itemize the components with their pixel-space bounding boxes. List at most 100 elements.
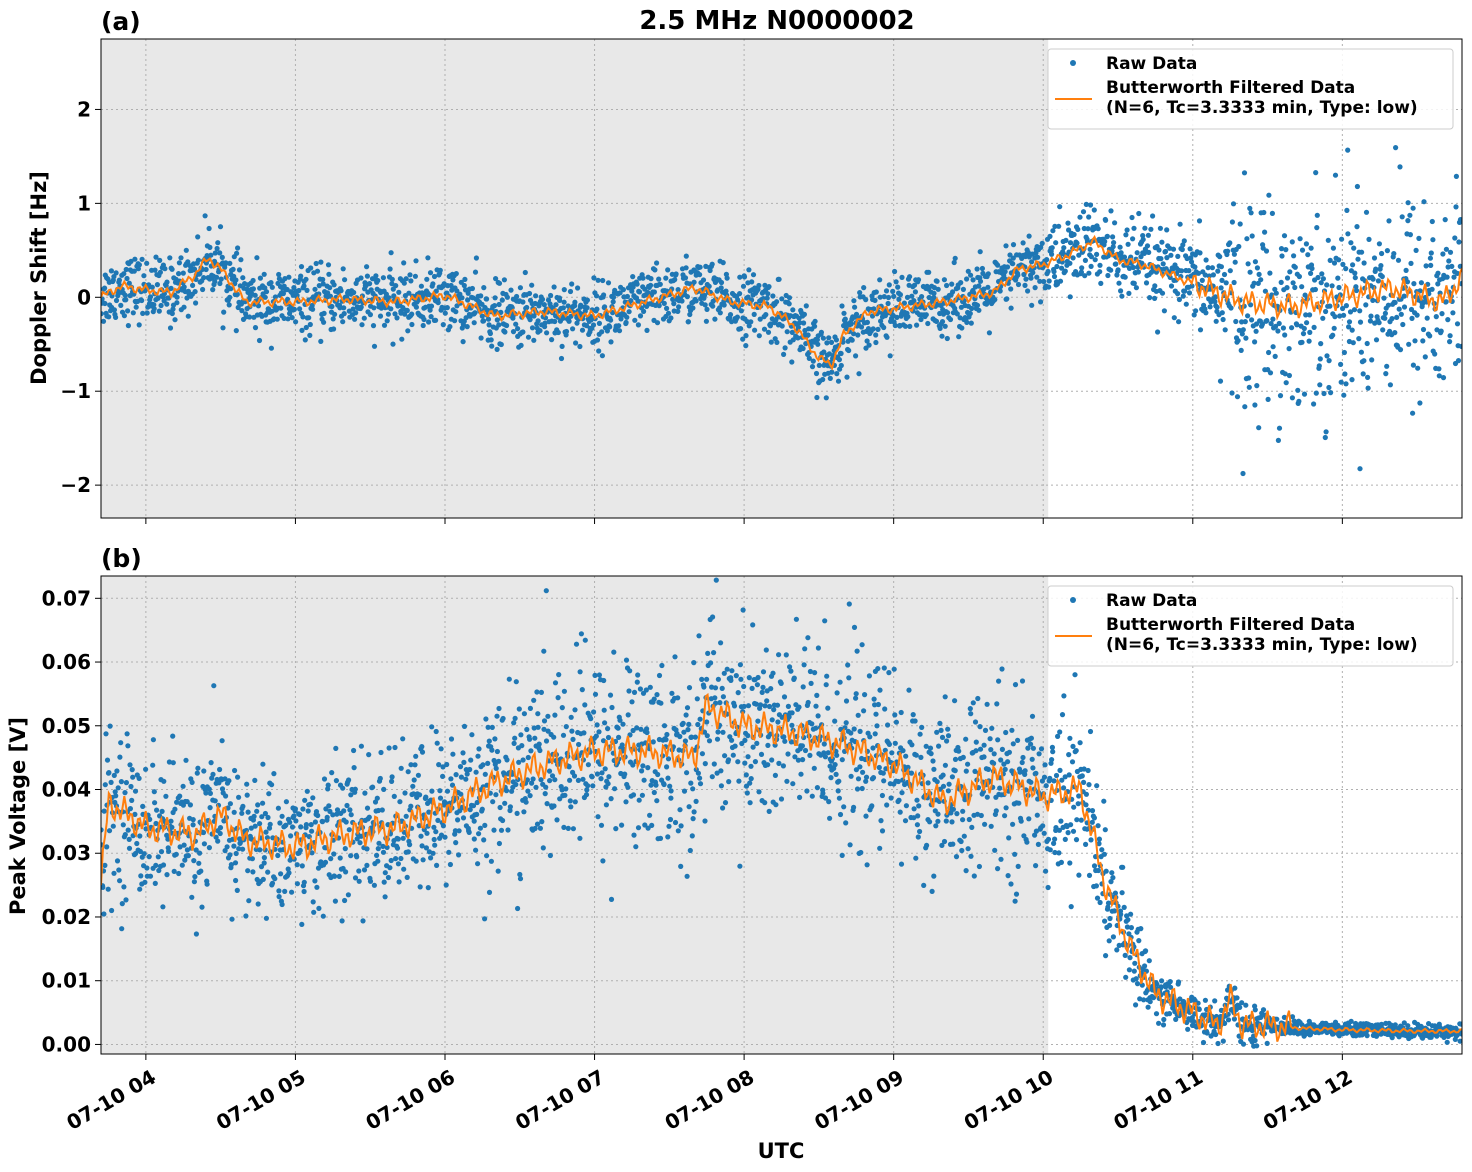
raw-point bbox=[1443, 246, 1449, 252]
raw-point bbox=[388, 306, 394, 312]
raw-point bbox=[471, 836, 477, 842]
raw-point bbox=[214, 274, 220, 280]
raw-point bbox=[233, 877, 239, 884]
raw-point bbox=[608, 339, 614, 345]
raw-point bbox=[1127, 955, 1133, 961]
raw-point bbox=[690, 786, 696, 792]
raw-point bbox=[576, 741, 582, 748]
panel-a-label: (a) bbox=[101, 7, 141, 36]
raw-point bbox=[1043, 783, 1049, 789]
raw-point bbox=[444, 305, 450, 311]
raw-point bbox=[867, 734, 873, 740]
raw-point bbox=[1081, 766, 1087, 772]
raw-point bbox=[1438, 328, 1444, 334]
raw-point bbox=[227, 852, 233, 858]
raw-point bbox=[462, 276, 468, 282]
raw-point bbox=[269, 284, 275, 290]
raw-point bbox=[1420, 338, 1426, 344]
raw-point bbox=[774, 339, 780, 345]
raw-point bbox=[224, 844, 230, 850]
raw-point bbox=[1067, 260, 1073, 266]
raw-point bbox=[113, 314, 119, 320]
raw-point bbox=[180, 270, 186, 276]
raw-point bbox=[322, 859, 329, 866]
raw-point bbox=[1087, 246, 1093, 252]
raw-point bbox=[144, 865, 150, 871]
raw-point bbox=[675, 308, 681, 314]
raw-point bbox=[1110, 244, 1116, 250]
shaded-region bbox=[101, 576, 1049, 1054]
raw-point bbox=[827, 815, 833, 821]
raw-point bbox=[1234, 394, 1241, 400]
raw-point bbox=[914, 322, 920, 328]
raw-point bbox=[541, 726, 547, 732]
raw-point bbox=[491, 757, 497, 764]
raw-point bbox=[245, 868, 251, 874]
raw-point bbox=[151, 789, 157, 795]
raw-point bbox=[737, 662, 744, 668]
raw-point bbox=[1189, 283, 1195, 289]
raw-point bbox=[252, 777, 258, 784]
raw-point bbox=[409, 321, 415, 328]
raw-point bbox=[1252, 1007, 1258, 1013]
raw-point bbox=[310, 899, 316, 905]
raw-point bbox=[384, 844, 390, 851]
raw-point bbox=[600, 277, 606, 284]
raw-point bbox=[1203, 310, 1209, 316]
raw-point bbox=[1242, 319, 1248, 325]
raw-point bbox=[949, 819, 955, 825]
raw-point bbox=[827, 375, 833, 381]
raw-point bbox=[492, 295, 498, 301]
raw-point bbox=[899, 790, 905, 796]
raw-point bbox=[1233, 318, 1239, 325]
raw-point bbox=[223, 793, 229, 799]
raw-point bbox=[513, 781, 519, 788]
raw-point bbox=[1105, 272, 1111, 279]
raw-point bbox=[1254, 1043, 1260, 1049]
raw-point bbox=[494, 317, 500, 323]
raw-point bbox=[1110, 934, 1116, 940]
raw-point bbox=[1373, 337, 1380, 343]
raw-point bbox=[472, 269, 479, 275]
raw-point bbox=[808, 680, 814, 687]
raw-point bbox=[584, 297, 591, 303]
raw-point bbox=[1022, 768, 1028, 774]
raw-point bbox=[1360, 371, 1366, 377]
raw-point bbox=[1197, 327, 1204, 333]
raw-point bbox=[102, 862, 108, 869]
raw-point bbox=[1371, 255, 1378, 261]
raw-point bbox=[874, 723, 880, 729]
raw-point bbox=[802, 747, 809, 754]
raw-point bbox=[552, 712, 558, 718]
raw-point bbox=[1146, 958, 1152, 964]
raw-point bbox=[189, 894, 195, 900]
raw-point bbox=[147, 294, 154, 300]
raw-point bbox=[1133, 285, 1139, 291]
raw-point bbox=[113, 270, 119, 276]
raw-point bbox=[266, 791, 272, 797]
panel-b-ylabel: Peak Voltage [V] bbox=[6, 717, 30, 915]
raw-point bbox=[958, 838, 964, 845]
raw-point bbox=[102, 782, 108, 788]
raw-point bbox=[1057, 767, 1063, 774]
raw-point bbox=[596, 320, 603, 326]
raw-point bbox=[960, 754, 966, 761]
raw-point bbox=[521, 809, 527, 815]
raw-point bbox=[790, 307, 796, 313]
raw-point bbox=[1307, 312, 1313, 318]
raw-point bbox=[210, 287, 216, 293]
raw-point bbox=[741, 274, 748, 280]
raw-point bbox=[504, 757, 510, 763]
raw-point bbox=[1375, 278, 1381, 284]
raw-point bbox=[1032, 832, 1038, 838]
raw-point bbox=[458, 774, 464, 780]
raw-point bbox=[1045, 884, 1051, 891]
raw-point bbox=[857, 290, 863, 296]
raw-point bbox=[485, 316, 492, 322]
raw-point bbox=[192, 874, 198, 880]
raw-point bbox=[130, 310, 136, 316]
raw-point bbox=[1436, 373, 1442, 379]
raw-point bbox=[909, 742, 915, 748]
raw-point bbox=[474, 811, 480, 818]
raw-point bbox=[918, 316, 924, 323]
